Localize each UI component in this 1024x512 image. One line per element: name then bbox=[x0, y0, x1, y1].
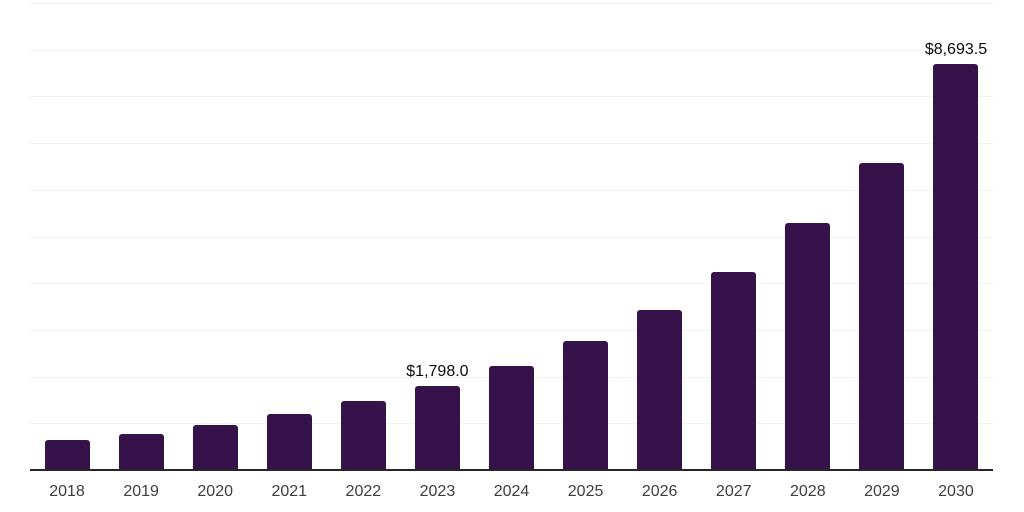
x-tick-label-2028: 2028 bbox=[790, 483, 826, 500]
gridline bbox=[30, 236, 993, 238]
bar-2026 bbox=[637, 310, 683, 470]
bar-2027 bbox=[711, 271, 757, 470]
bar-2029 bbox=[859, 162, 905, 470]
bar-2022 bbox=[340, 401, 386, 470]
bar-2024 bbox=[489, 365, 534, 470]
bar-2018 bbox=[44, 439, 90, 470]
plot-area: $1,798.0 $8,693.5 bbox=[30, 3, 993, 470]
gridline bbox=[30, 49, 993, 51]
x-tick-label-2029: 2029 bbox=[864, 483, 900, 500]
x-tick-label-2019: 2019 bbox=[123, 483, 159, 500]
bar-2019 bbox=[118, 433, 164, 470]
data-label-2030: $8,693.5 bbox=[924, 41, 988, 59]
x-tick-label-2020: 2020 bbox=[197, 483, 233, 500]
bar-2028 bbox=[785, 223, 831, 470]
bar-2020 bbox=[192, 425, 238, 470]
x-tick-label-2018: 2018 bbox=[49, 483, 85, 500]
x-tick-label-2024: 2024 bbox=[493, 483, 530, 500]
bar-2030 bbox=[933, 64, 979, 470]
gridline bbox=[30, 3, 993, 4]
gridline bbox=[30, 329, 993, 331]
gridline bbox=[30, 189, 993, 191]
x-tick-label-2023: 2023 bbox=[419, 483, 456, 500]
x-tick-label-2021: 2021 bbox=[271, 483, 308, 500]
x-axis-line bbox=[30, 469, 993, 471]
x-tick-label-2030: 2030 bbox=[938, 483, 974, 500]
gridline bbox=[30, 143, 993, 145]
x-tick-label-2027: 2027 bbox=[715, 483, 752, 500]
bar-2021 bbox=[266, 413, 312, 470]
gridline bbox=[30, 96, 993, 98]
x-tick-label-2025: 2025 bbox=[567, 483, 604, 500]
x-tick-label-2022: 2022 bbox=[345, 483, 382, 500]
x-tick-label-2026: 2026 bbox=[641, 483, 678, 500]
bar-2025 bbox=[563, 340, 609, 470]
bar-2023 bbox=[414, 386, 460, 470]
gridline bbox=[30, 283, 993, 285]
data-label-2023: $1,798.0 bbox=[406, 363, 469, 381]
